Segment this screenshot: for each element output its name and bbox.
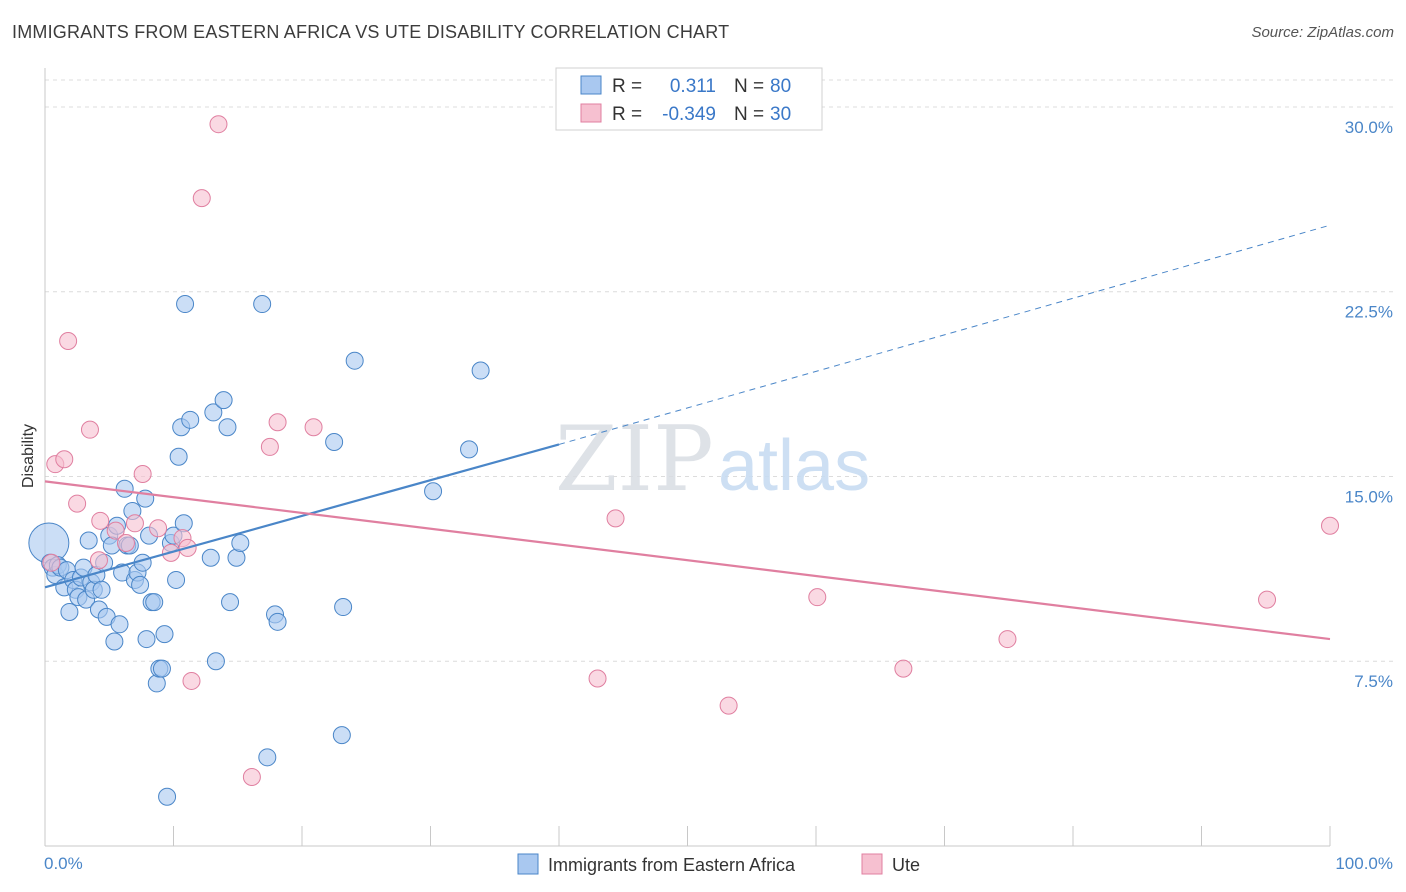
scatter-point-series-2 — [808, 588, 827, 607]
scatter-point-series-1 — [60, 602, 79, 621]
scatter-point-series-1 — [110, 615, 129, 634]
scatter-point-series-2 — [59, 331, 78, 350]
legend-n-value-2: 30 — [770, 104, 791, 125]
legend-r-value-1: 0.311 — [670, 76, 716, 97]
scatter-point-series-2 — [91, 511, 110, 530]
axes: 7.5% 15.0% 22.5% 30.0% — [44, 68, 1393, 847]
bottom-legend-swatch-1 — [517, 853, 539, 875]
series-legend: Immigrants from Eastern Africa Ute — [517, 853, 920, 875]
scatter-point-series-2 — [106, 521, 125, 540]
scatter-point-series-2 — [80, 420, 99, 439]
y-axis-label: Disability — [20, 424, 37, 488]
legend-r-value-2: -0.349 — [662, 104, 716, 125]
source-credit: Source: ZipAtlas.com — [1251, 24, 1394, 41]
bottom-legend-label-2: Ute — [892, 855, 920, 875]
trend-line-series-2 — [44, 480, 1331, 641]
scatter-point-series-2 — [998, 630, 1017, 649]
scatter-point-series-2 — [1321, 516, 1339, 535]
scatter-point-series-2 — [89, 551, 108, 570]
data-points — [28, 115, 1339, 806]
scatter-point-series-2 — [192, 189, 211, 208]
scatter-point-series-1 — [227, 548, 246, 567]
scatter-point-series-1 — [218, 418, 237, 437]
legend-swatch-series-1 — [580, 75, 602, 95]
scatter-point-series-2 — [588, 669, 607, 688]
correlation-legend: R = 0.311 N = 80 R = -0.349 N = 30 — [555, 67, 823, 131]
legend-swatch-series-2 — [580, 103, 602, 123]
scatter-point-series-2 — [42, 553, 61, 572]
scatter-point-series-1 — [92, 580, 111, 599]
legend-r-label-2: R = — [612, 104, 642, 125]
scatter-point-series-1 — [105, 632, 124, 651]
scatter-point-series-1 — [424, 482, 443, 501]
scatter-point-series-1 — [258, 748, 277, 767]
scatter-point-series-2 — [268, 413, 287, 432]
scatter-point-series-2 — [894, 659, 913, 678]
legend-n-value-1: 80 — [770, 76, 791, 97]
grid-lines — [45, 79, 1393, 662]
scatter-point-series-2 — [116, 533, 135, 552]
scatter-point-series-1 — [131, 575, 150, 594]
scatter-point-series-1 — [201, 548, 220, 567]
scatter-point-series-2 — [182, 671, 201, 690]
chart-title: IMMIGRANTS FROM EASTERN AFRICA VS UTE DI… — [12, 22, 730, 42]
y-tick-label: 30.0% — [1345, 118, 1393, 137]
scatter-point-series-2 — [55, 450, 74, 469]
scatter-point-series-1 — [145, 593, 164, 612]
scatter-point-series-1 — [460, 440, 479, 459]
scatter-point-series-1 — [214, 391, 233, 410]
scatter-point-series-1 — [155, 625, 174, 644]
y-tick-label: 7.5% — [1354, 672, 1393, 691]
x-tick-label-max: 100.0% — [1335, 854, 1393, 873]
scatter-point-series-1 — [345, 351, 364, 370]
y-tick-label: 22.5% — [1345, 303, 1393, 322]
scatter-point-series-1 — [231, 533, 250, 552]
scatter-point-series-2 — [149, 519, 168, 538]
scatter-point-series-1 — [181, 410, 200, 429]
x-tick-label-min: 0.0% — [44, 854, 83, 873]
legend-n-label-1: N = — [734, 76, 764, 97]
scatter-point-series-1 — [137, 630, 156, 649]
scatter-point-series-2 — [125, 514, 144, 533]
trend-lines — [44, 224, 1331, 641]
trend-line-series-1 — [44, 443, 560, 589]
scatter-point-series-2 — [260, 437, 279, 456]
scatter-point-series-1 — [471, 361, 490, 380]
scatter-point-series-2 — [133, 465, 152, 484]
scatter-point-series-2 — [719, 696, 738, 715]
scatter-point-series-1 — [332, 726, 351, 745]
scatter-point-series-2 — [1258, 590, 1277, 609]
scatter-point-series-2 — [242, 768, 261, 787]
scatter-point-series-1 — [115, 479, 134, 498]
scatter-point-series-1 — [325, 432, 344, 451]
scatter-point-series-1 — [176, 295, 195, 314]
bottom-legend-swatch-2 — [861, 853, 883, 875]
scatter-point-series-1 — [79, 531, 98, 550]
scatter-point-series-1 — [206, 652, 225, 671]
scatter-point-series-1 — [221, 593, 240, 612]
scatter-point-series-2 — [209, 115, 228, 134]
scatter-point-series-1 — [334, 598, 353, 617]
scatter-point-series-1 — [167, 570, 186, 589]
watermark-zip: ZIP — [555, 407, 714, 512]
watermark-atlas: atlas — [718, 426, 870, 506]
scatter-point-series-2 — [304, 418, 323, 437]
scatter-point-series-2 — [68, 494, 87, 513]
scatter-point-series-1 — [158, 787, 177, 806]
y-tick-label: 15.0% — [1345, 487, 1393, 506]
scatter-point-series-1 — [169, 447, 188, 466]
legend-n-label-2: N = — [734, 104, 764, 125]
bottom-legend-label-1: Immigrants from Eastern Africa — [548, 855, 796, 875]
scatter-point-series-2 — [606, 509, 625, 528]
legend-r-label-1: R = — [612, 76, 642, 97]
scatter-point-series-1 — [152, 659, 171, 678]
scatter-point-series-1 — [204, 403, 223, 422]
scatter-point-series-1 — [268, 612, 287, 631]
scatter-point-series-1 — [253, 295, 272, 314]
trend-extension-series-1 — [558, 224, 1331, 445]
